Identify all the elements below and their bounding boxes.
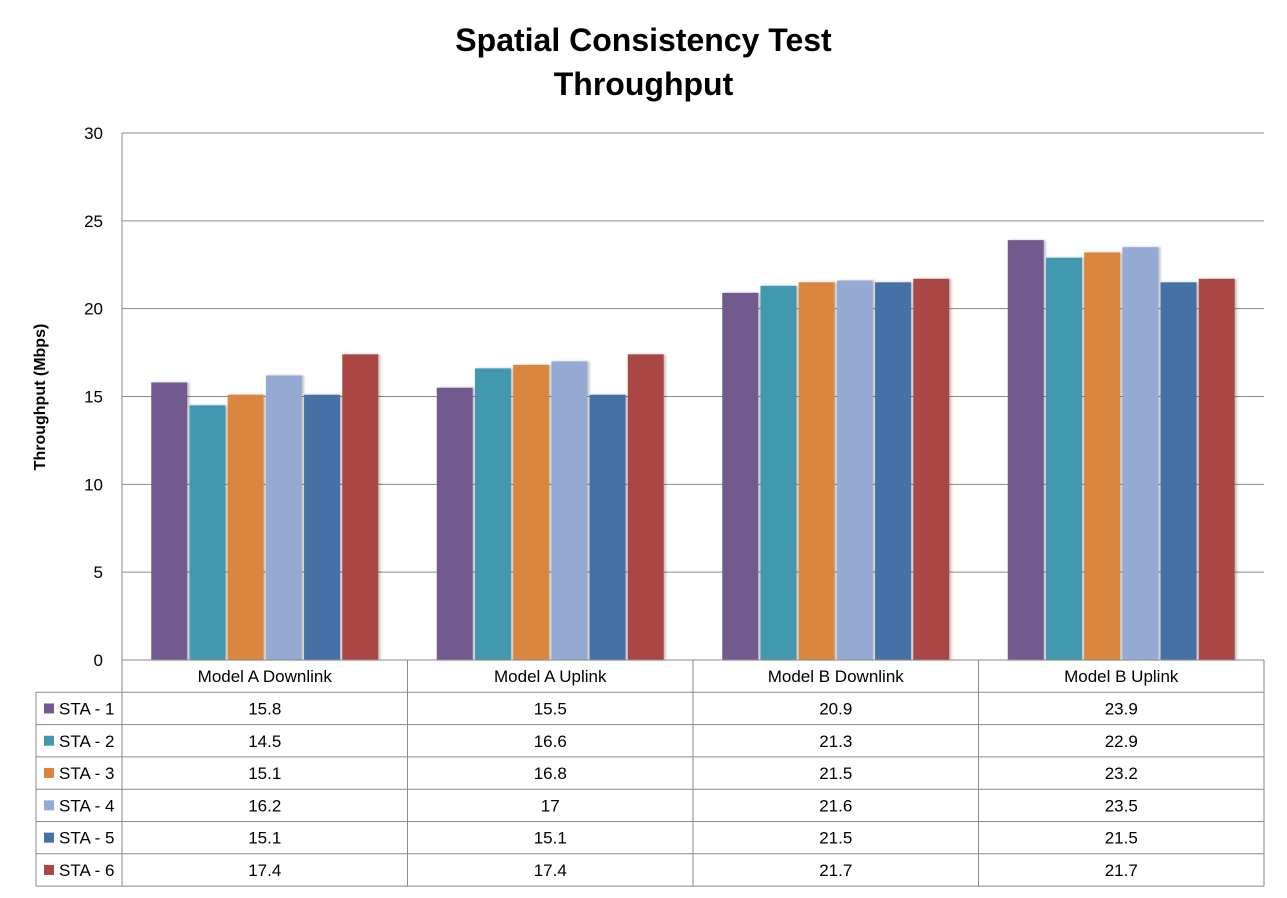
data-label: 22.9 <box>1105 732 1138 751</box>
data-table: Model A Downlink Model A Uplink Model B Do… <box>35 659 1265 887</box>
bar <box>722 292 759 660</box>
bar <box>265 375 302 660</box>
data-label: 21.6 <box>819 796 852 815</box>
data-label: 21.7 <box>1105 861 1138 880</box>
legend-key <box>44 864 54 875</box>
legend-label: STA - 2 <box>59 732 114 751</box>
data-label: 17 <box>541 796 560 815</box>
data-label: 16.8 <box>534 764 567 783</box>
legend-label: STA - 5 <box>59 829 114 848</box>
legend-key <box>44 703 54 714</box>
data-label: 21.5 <box>1105 829 1138 848</box>
y-tick-label: 20 <box>84 300 103 319</box>
bars <box>151 240 1235 660</box>
chart-title-line-1: Spatial Consistency Test <box>455 22 832 58</box>
data-label: 14.5 <box>248 732 281 751</box>
bar <box>798 282 835 660</box>
bar <box>151 382 188 660</box>
data-label: 23.2 <box>1105 764 1138 783</box>
chart-title-line-2: Throughput <box>553 66 734 102</box>
bar <box>913 278 950 660</box>
bar <box>474 368 511 660</box>
y-tick-label: 10 <box>84 475 103 494</box>
data-label: 15.1 <box>248 764 281 783</box>
bar <box>304 394 341 660</box>
bar <box>1198 278 1235 660</box>
x-category-label: Model B Downlink <box>768 667 905 686</box>
chart-title: Spatial Consistency Test Throughput <box>0 18 1287 106</box>
legend-key <box>44 768 54 779</box>
bar <box>436 387 473 660</box>
bar <box>1160 282 1197 660</box>
legend-key <box>44 800 54 811</box>
legend-label: STA - 6 <box>59 861 114 880</box>
data-label: 23.9 <box>1105 699 1138 718</box>
bar <box>189 405 226 660</box>
bar <box>1007 240 1044 660</box>
data-label: 15.1 <box>248 829 281 848</box>
x-category-label: Model A Uplink <box>494 667 607 686</box>
y-axis-ticks: 0 5 10 15 20 25 30 <box>84 124 103 670</box>
y-tick-label: 25 <box>84 212 103 231</box>
x-category-label: Model B Uplink <box>1064 667 1179 686</box>
y-tick-label: 0 <box>94 651 103 670</box>
legend-label: STA - 1 <box>59 699 114 718</box>
bar <box>589 394 626 660</box>
x-category-label: Model A Downlink <box>198 667 333 686</box>
data-label: 20.9 <box>819 699 852 718</box>
data-label: 21.5 <box>819 829 852 848</box>
y-tick-label: 30 <box>84 124 103 143</box>
data-label: 15.5 <box>534 699 567 718</box>
y-tick-label: 15 <box>84 388 103 407</box>
data-label: 15.1 <box>534 829 567 848</box>
data-label: 21.3 <box>819 732 852 751</box>
bar <box>627 354 664 660</box>
legend-key <box>44 832 54 843</box>
bar <box>342 354 379 660</box>
data-label: 17.4 <box>248 861 281 880</box>
legend-label: STA - 4 <box>59 796 114 815</box>
y-tick-label: 5 <box>94 563 103 582</box>
legend-label: STA - 3 <box>59 764 114 783</box>
data-label: 15.8 <box>248 699 281 718</box>
data-label: 21.5 <box>819 764 852 783</box>
data-label: 21.7 <box>819 861 852 880</box>
bar <box>227 394 264 660</box>
data-label: 16.6 <box>534 732 567 751</box>
legend-key <box>44 735 54 746</box>
bar <box>875 282 912 660</box>
bar <box>513 364 550 660</box>
bar <box>1084 252 1121 660</box>
data-label: 17.4 <box>534 861 567 880</box>
data-label: 16.2 <box>248 796 281 815</box>
data-label: 23.5 <box>1105 796 1138 815</box>
bar <box>1045 257 1082 660</box>
bar <box>551 361 588 660</box>
bar <box>1122 247 1159 660</box>
bar <box>836 280 873 660</box>
bar <box>760 285 797 660</box>
